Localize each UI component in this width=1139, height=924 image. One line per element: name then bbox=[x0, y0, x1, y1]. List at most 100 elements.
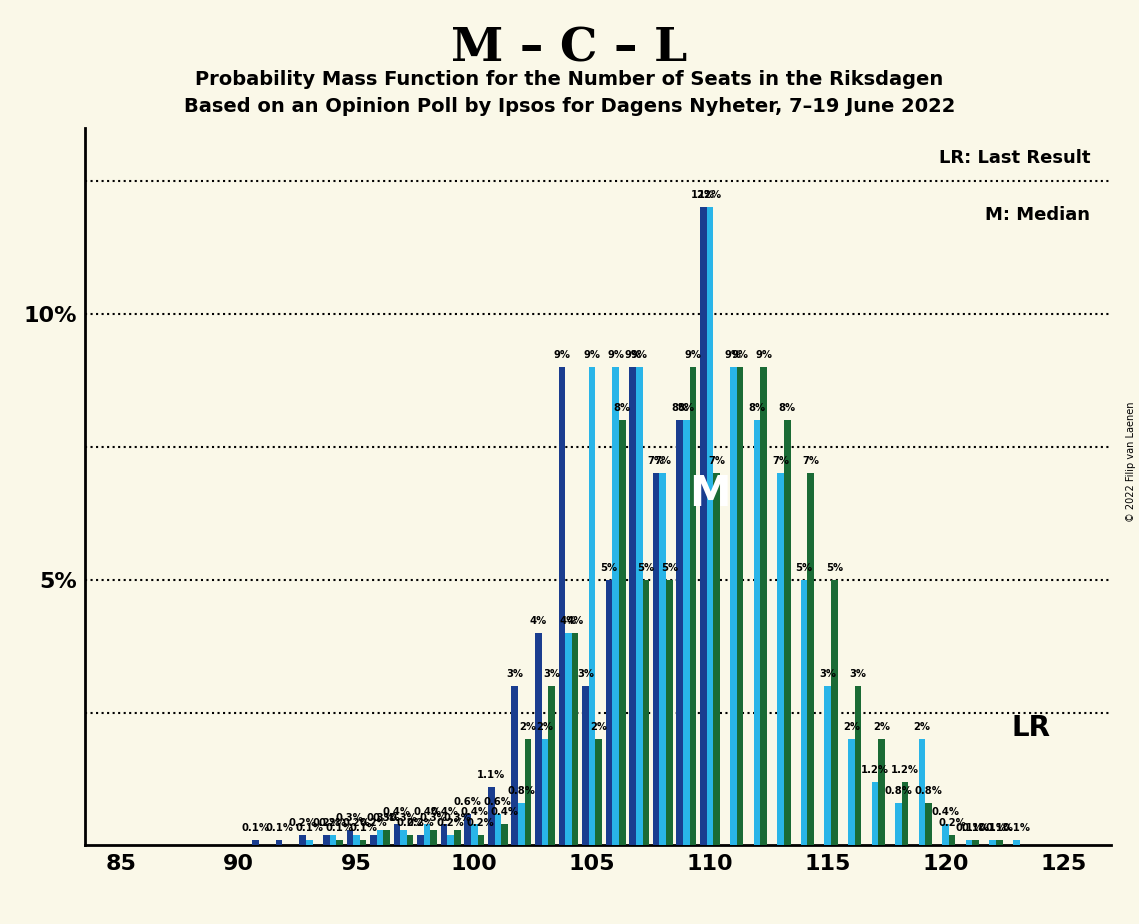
Text: 7%: 7% bbox=[648, 456, 665, 467]
Bar bbox=[706, 207, 713, 845]
Text: 0.2%: 0.2% bbox=[407, 818, 434, 828]
Bar bbox=[925, 803, 932, 845]
Text: 1.1%: 1.1% bbox=[477, 770, 506, 780]
Text: 0.2%: 0.2% bbox=[437, 818, 465, 828]
Text: 3%: 3% bbox=[543, 669, 560, 679]
Bar bbox=[572, 633, 579, 845]
Bar bbox=[346, 830, 353, 845]
Bar bbox=[336, 840, 343, 845]
Text: 0.1%: 0.1% bbox=[295, 823, 323, 833]
Bar bbox=[487, 787, 494, 845]
Text: 5%: 5% bbox=[661, 563, 678, 573]
Text: 5%: 5% bbox=[796, 563, 813, 573]
Bar bbox=[394, 824, 400, 845]
Bar bbox=[754, 420, 761, 845]
Bar bbox=[441, 824, 448, 845]
Text: 0.4%: 0.4% bbox=[383, 808, 411, 817]
Bar bbox=[1013, 840, 1019, 845]
Text: 0.2%: 0.2% bbox=[319, 818, 346, 828]
Text: 0.1%: 0.1% bbox=[985, 823, 1014, 833]
Text: 0.3%: 0.3% bbox=[366, 812, 394, 822]
Bar bbox=[525, 739, 531, 845]
Bar bbox=[377, 830, 384, 845]
Bar bbox=[871, 782, 878, 845]
Text: 9%: 9% bbox=[685, 350, 702, 360]
Bar bbox=[565, 633, 572, 845]
Text: 9%: 9% bbox=[631, 350, 648, 360]
Text: 9%: 9% bbox=[624, 350, 641, 360]
Bar bbox=[518, 803, 525, 845]
Bar bbox=[353, 834, 360, 845]
Text: 4%: 4% bbox=[560, 615, 577, 626]
Bar bbox=[973, 840, 980, 845]
Bar bbox=[535, 633, 542, 845]
Text: 0.8%: 0.8% bbox=[915, 786, 943, 796]
Bar bbox=[548, 686, 555, 845]
Text: 0.1%: 0.1% bbox=[978, 823, 1007, 833]
Bar bbox=[582, 686, 589, 845]
Bar bbox=[966, 840, 973, 845]
Bar bbox=[454, 830, 460, 845]
Text: M – C – L: M – C – L bbox=[451, 26, 688, 72]
Text: © 2022 Filip van Laenen: © 2022 Filip van Laenen bbox=[1126, 402, 1136, 522]
Bar bbox=[878, 739, 885, 845]
Text: 7%: 7% bbox=[802, 456, 819, 467]
Bar bbox=[801, 579, 808, 845]
Text: 0.2%: 0.2% bbox=[312, 818, 341, 828]
Text: 0.3%: 0.3% bbox=[390, 812, 417, 822]
Text: 9%: 9% bbox=[607, 350, 624, 360]
Text: 0.4%: 0.4% bbox=[491, 808, 518, 817]
Bar bbox=[618, 420, 625, 845]
Text: 9%: 9% bbox=[731, 350, 748, 360]
Text: 0.3%: 0.3% bbox=[443, 812, 472, 822]
Bar bbox=[494, 813, 501, 845]
Text: 2%: 2% bbox=[872, 723, 890, 732]
Text: M: Median: M: Median bbox=[985, 206, 1090, 225]
Text: 0.1%: 0.1% bbox=[241, 823, 270, 833]
Bar bbox=[276, 840, 282, 845]
Text: 0.3%: 0.3% bbox=[372, 812, 401, 822]
Bar bbox=[613, 367, 618, 845]
Text: 0.4%: 0.4% bbox=[460, 808, 489, 817]
Text: Probability Mass Function for the Number of Seats in the Riksdagen: Probability Mass Function for the Number… bbox=[196, 70, 943, 90]
Text: 4%: 4% bbox=[530, 615, 547, 626]
Bar bbox=[683, 420, 689, 845]
Bar bbox=[808, 473, 814, 845]
Text: 12%: 12% bbox=[698, 190, 722, 201]
Bar bbox=[831, 579, 837, 845]
Text: LR: Last Result: LR: Last Result bbox=[939, 149, 1090, 167]
Text: 0.2%: 0.2% bbox=[396, 818, 424, 828]
Bar bbox=[360, 840, 367, 845]
Bar bbox=[448, 834, 454, 845]
Bar bbox=[370, 834, 377, 845]
Bar bbox=[300, 834, 306, 845]
Bar bbox=[689, 367, 696, 845]
Text: 3%: 3% bbox=[819, 669, 836, 679]
Text: 0.1%: 0.1% bbox=[956, 823, 983, 833]
Text: 7%: 7% bbox=[654, 456, 671, 467]
Text: 0.2%: 0.2% bbox=[939, 818, 966, 828]
Text: 2%: 2% bbox=[590, 723, 607, 732]
Bar bbox=[942, 824, 949, 845]
Bar bbox=[511, 686, 518, 845]
Text: 1.2%: 1.2% bbox=[861, 765, 888, 774]
Text: 9%: 9% bbox=[755, 350, 772, 360]
Bar bbox=[919, 739, 925, 845]
Text: 0.2%: 0.2% bbox=[360, 818, 387, 828]
Bar bbox=[589, 367, 596, 845]
Text: 12%: 12% bbox=[691, 190, 715, 201]
Bar bbox=[949, 834, 956, 845]
Text: 2%: 2% bbox=[536, 723, 554, 732]
Text: 0.4%: 0.4% bbox=[413, 808, 441, 817]
Bar bbox=[730, 367, 737, 845]
Bar bbox=[777, 473, 784, 845]
Text: 2%: 2% bbox=[519, 723, 536, 732]
Bar bbox=[666, 579, 673, 845]
Text: 7%: 7% bbox=[708, 456, 726, 467]
Text: 8%: 8% bbox=[614, 403, 631, 413]
Text: 3%: 3% bbox=[850, 669, 867, 679]
Bar bbox=[465, 813, 470, 845]
Text: 0.1%: 0.1% bbox=[1002, 823, 1031, 833]
Text: 0.1%: 0.1% bbox=[265, 823, 293, 833]
Text: 5%: 5% bbox=[826, 563, 843, 573]
